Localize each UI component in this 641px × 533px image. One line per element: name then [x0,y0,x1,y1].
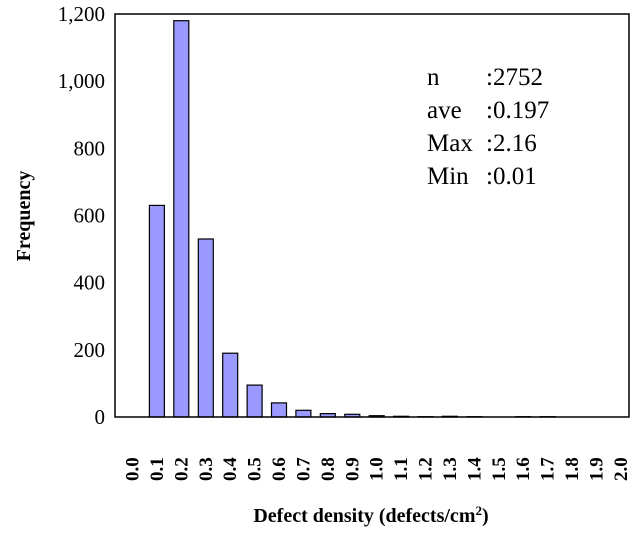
plot-frame [114,13,630,418]
x-tick-label: 1.8 [562,457,583,481]
x-tick-label: 1.5 [489,457,510,481]
x-tick-label: 0.0 [123,457,144,481]
x-tick-label: 1.9 [586,457,607,481]
x-tick-label: 0.8 [318,457,339,481]
y-tick-label: 0 [95,405,106,429]
bar [246,384,263,418]
x-tick-label: 2.0 [611,457,632,481]
y-tick-label: 400 [74,271,106,295]
x-axis-label-main: Defect density (defects/cm [253,505,475,527]
y-tick-label: 200 [74,338,106,362]
x-tick-label: 1.6 [513,457,534,481]
x-tick-label: 1.4 [464,457,485,481]
x-axis-label-sup: 2 [475,503,482,518]
bar [148,204,165,418]
stat-label: Max [427,130,473,157]
stat-value: :0.01 [486,163,537,190]
y-tick-labels: 0 200 400 600 800 1,000 1,200 [58,2,105,429]
stat-label: ave [427,97,462,124]
x-tick-labels: 0.0 0.1 0.2 0.3 0.4 0.5 0.6 0.7 0.8 0.9 1.0 1.1 1.2 1… [123,457,632,481]
bar [197,238,214,418]
bar [295,409,312,418]
x-tick-label: 1.7 [538,457,559,481]
x-tick-label: 0.6 [269,457,290,481]
x-tick-label: 0.9 [342,457,363,481]
stat-label: n [427,64,440,91]
bar [173,20,190,418]
stats-box: n :2752 ave :0.197 Max :2.16 Min :0.01 [427,64,549,190]
stat-value: :2.16 [486,130,537,157]
x-tick-label: 1.3 [440,457,461,481]
x-axis-label: Defect density (defects/cm2) [253,503,488,527]
x-tick-label: 1.0 [367,457,388,481]
stat-label: Min [427,163,469,190]
y-axis-label: Frequency [13,171,35,262]
x-axis-label-end: ) [482,505,489,527]
x-tick-label: 0.3 [196,457,217,481]
y-tick-label: 1,200 [58,2,105,26]
y-tick-label: 1,000 [58,69,105,93]
stat-value: :2752 [486,64,543,91]
x-tick-label: 0.1 [147,457,168,481]
y-tick-label: 800 [74,136,106,160]
bar [270,402,288,418]
x-tick-label: 0.5 [245,457,266,481]
x-tick-label: 1.1 [391,457,412,481]
x-tick-label: 0.2 [171,457,192,481]
x-tick-label: 0.7 [293,457,314,481]
stat-value: :0.197 [486,97,549,124]
y-tick-label: 600 [74,204,106,228]
bar [222,352,239,418]
x-tick-label: 0.4 [220,457,241,481]
x-tick-label: 1.2 [416,457,437,481]
